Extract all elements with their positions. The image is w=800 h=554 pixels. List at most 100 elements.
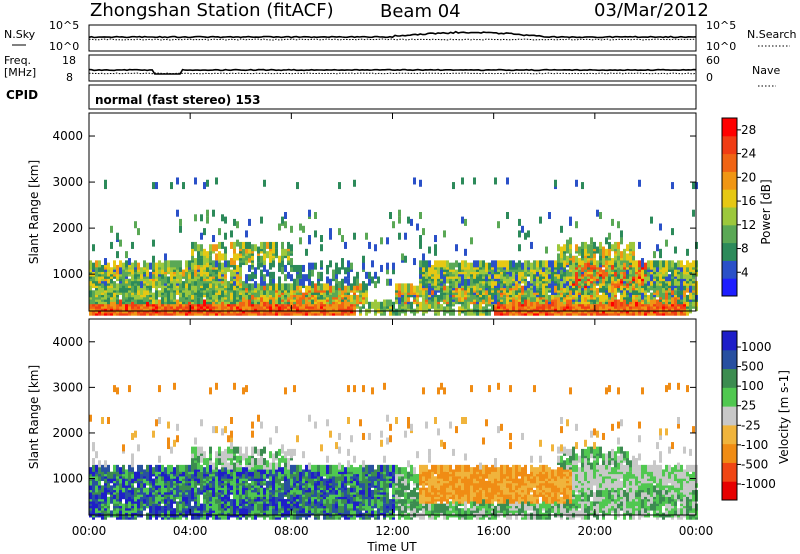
velocity-cell xyxy=(308,489,311,497)
velocity-cell xyxy=(269,499,272,507)
power-cell xyxy=(176,271,179,279)
power-cell xyxy=(581,251,584,259)
power-cell xyxy=(440,292,443,300)
velocity-cell xyxy=(248,469,251,477)
power-cell xyxy=(170,269,173,277)
power-cell xyxy=(608,276,611,284)
velocity-cell xyxy=(308,480,311,488)
power-cell xyxy=(284,283,287,291)
velocity-cell xyxy=(308,467,311,475)
power-cell xyxy=(497,299,500,307)
power-cell xyxy=(98,292,101,300)
power-cell xyxy=(392,301,395,309)
velocity-cell xyxy=(194,446,197,454)
velocity-cell xyxy=(224,464,227,472)
power-cell xyxy=(434,287,437,295)
power-cell xyxy=(575,244,578,252)
power-cell xyxy=(677,260,680,268)
power-cell xyxy=(683,283,686,291)
velocity-cell xyxy=(251,478,254,486)
power-cell xyxy=(251,244,254,252)
power-cell xyxy=(194,258,197,266)
power-cell xyxy=(179,260,182,268)
power-cell xyxy=(119,299,122,307)
velocity-cell xyxy=(242,501,245,509)
power-cell xyxy=(515,287,518,295)
power-cell xyxy=(632,253,635,261)
velocity-cell xyxy=(257,501,260,509)
power-cell xyxy=(587,292,590,300)
power-cell xyxy=(194,283,197,291)
velocity-cell xyxy=(95,451,98,459)
power-cell xyxy=(386,237,389,245)
power-cell xyxy=(188,276,191,284)
power-cell xyxy=(683,271,686,279)
velocity-cell xyxy=(338,489,341,497)
power-cell xyxy=(428,260,431,268)
power-cell xyxy=(266,269,269,277)
velocity-cell xyxy=(302,469,305,477)
power-cell xyxy=(284,221,287,229)
velocity-cell xyxy=(182,494,185,502)
velocity-cell xyxy=(188,464,191,472)
velocity-cell xyxy=(209,446,212,454)
power-colorbar-swatch xyxy=(722,118,737,137)
power-cell xyxy=(275,248,278,256)
power-cell xyxy=(566,255,569,263)
power-colorbar-frame xyxy=(721,117,738,297)
power-cell xyxy=(668,274,671,282)
velocity-cell xyxy=(311,483,314,491)
power-cell xyxy=(461,278,464,286)
power-cell xyxy=(290,264,293,272)
power-cell xyxy=(521,294,524,302)
power-cell xyxy=(635,274,638,282)
power-cell xyxy=(299,237,302,245)
power-cell xyxy=(122,290,125,298)
power-cell xyxy=(638,283,641,291)
velocity-cell xyxy=(158,494,161,502)
velocity-cell xyxy=(95,464,98,472)
velocity-cell xyxy=(332,487,335,495)
power-cell xyxy=(338,228,341,236)
velocity-cell xyxy=(197,446,200,454)
power-cell xyxy=(89,278,92,286)
power-cell xyxy=(290,283,293,291)
velocity-cell xyxy=(314,487,317,495)
velocity-cell xyxy=(311,464,314,472)
power-cell xyxy=(308,262,311,270)
power-cell xyxy=(221,214,224,222)
velocity-cell xyxy=(224,487,227,495)
velocity-cell xyxy=(254,462,257,470)
velocity-cell xyxy=(317,499,320,507)
power-cell xyxy=(233,292,236,300)
power-cell xyxy=(374,244,377,252)
power-cell xyxy=(218,287,221,295)
power-cell xyxy=(572,285,575,293)
chart-title-date: 03/Mar/2012 xyxy=(594,0,709,21)
y-tick-label: 4000 xyxy=(52,129,83,143)
velocity-cell xyxy=(311,471,314,479)
power-cell xyxy=(215,278,218,286)
velocity-cell xyxy=(296,471,299,479)
power-cell xyxy=(458,281,461,289)
power-cell xyxy=(110,241,113,249)
power-cell xyxy=(470,237,473,245)
power-cell xyxy=(497,260,500,268)
velocity-cell xyxy=(131,464,134,472)
power-cell xyxy=(419,235,422,243)
velocity-cell xyxy=(182,505,185,513)
power-cell xyxy=(614,269,617,277)
velocity-cell xyxy=(284,460,287,468)
power-cell xyxy=(353,232,356,240)
power-cell xyxy=(581,287,584,295)
power-cell xyxy=(386,267,389,275)
power-cell xyxy=(329,297,332,305)
power-cell xyxy=(221,299,224,307)
power-cell xyxy=(236,290,239,298)
velocity-cell xyxy=(326,483,329,491)
power-cell xyxy=(182,269,185,277)
power-cell xyxy=(398,304,401,312)
power-cell xyxy=(407,216,410,224)
velocity-cell xyxy=(299,478,302,486)
power-cell xyxy=(566,285,569,293)
